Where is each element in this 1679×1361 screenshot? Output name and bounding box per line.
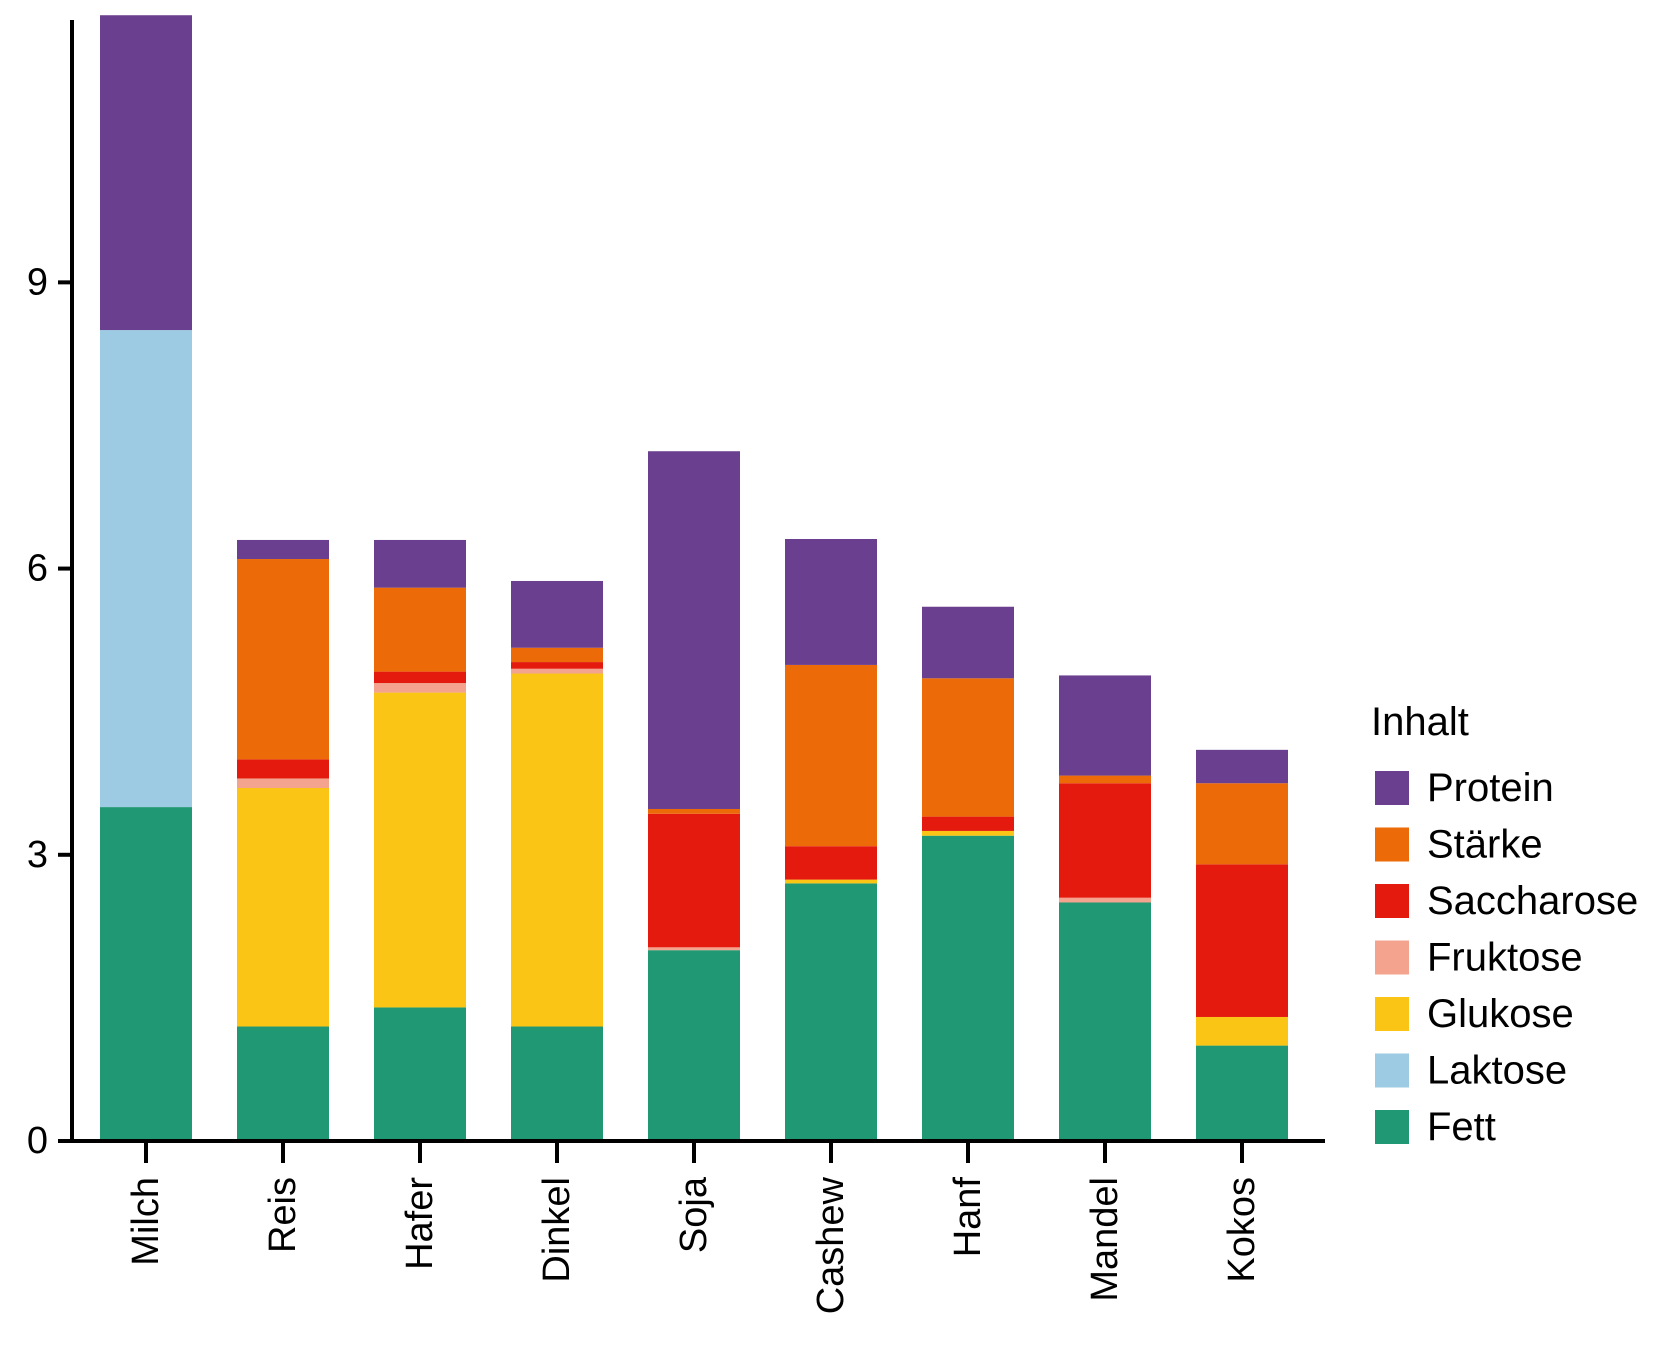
bar-segment-kokos-protein (1196, 749, 1288, 784)
bar-segment-reis-fett (237, 1026, 329, 1141)
legend-swatch (1375, 1053, 1409, 1088)
x-category-label: Dinkel (536, 1177, 578, 1283)
bar-segment-dinkel-fett (511, 1026, 603, 1141)
bar-segment-soja-fett (648, 950, 740, 1141)
bar-segment-reis-protein (237, 539, 329, 560)
legend-label: Fett (1427, 1105, 1496, 1149)
x-category-label: Mandel (1084, 1177, 1126, 1302)
bar-segment-reis-glukose (237, 788, 329, 1027)
legend: Inhalt Protein Stärke Saccharose Fruktose Glu… (1371, 700, 1638, 1149)
bar-segment-soja-saccharose (648, 813, 740, 948)
bar-segment-mandel-fett (1059, 902, 1151, 1141)
legend-entry-saccharose: Saccharose (1375, 879, 1638, 923)
bar-segment-cashew-saccharose (785, 846, 877, 880)
bar-segment-mandel-protein (1059, 675, 1151, 776)
legend-swatch (1375, 940, 1409, 975)
bar-segment-milch-laktose (100, 330, 192, 808)
bar-segment-milch-protein (100, 15, 192, 331)
bar-segment-hanf-fett (922, 835, 1014, 1141)
x-category-label: Hanf (947, 1177, 989, 1258)
legend-label: Stärke (1427, 823, 1543, 867)
bar-segment-hanf-glukose (922, 830, 1014, 836)
bar-segment-cashew-glukose (785, 879, 877, 884)
bar-segment-dinkel-fruktose (511, 668, 603, 674)
y-tick-label: 3 (27, 834, 48, 876)
bar-segment-hanf-stärke (922, 678, 1014, 817)
legend-label: Saccharose (1427, 879, 1638, 923)
bar-segment-cashew-protein (785, 538, 877, 665)
y-tick-label: 6 (27, 548, 48, 590)
bar-segment-hafer-fruktose (374, 683, 466, 693)
legend-label: Laktose (1427, 1049, 1567, 1093)
legend-entry-protein: Protein (1375, 766, 1554, 810)
bar-segment-reis-saccharose (237, 759, 329, 779)
bar-segment-cashew-stärke (785, 664, 877, 847)
bar-segment-kokos-saccharose (1196, 864, 1288, 1017)
bar-segment-soja-protein (648, 451, 740, 809)
bar-segment-hafer-saccharose (374, 671, 466, 684)
bar-segment-dinkel-protein (511, 580, 603, 648)
bar-segment-reis-fruktose (237, 778, 329, 789)
legend-swatch (1375, 771, 1409, 805)
bar-segment-soja-stärke (648, 808, 740, 814)
bar-segment-kokos-fett (1196, 1045, 1288, 1141)
legend-swatch (1375, 884, 1409, 918)
bar-segment-cashew-fett (785, 883, 877, 1141)
legend-swatch (1375, 827, 1409, 862)
x-category-label: Cashew (810, 1176, 852, 1314)
legend-entry-laktose: Laktose (1375, 1049, 1567, 1093)
bar-segment-kokos-glukose (1196, 1016, 1288, 1046)
legend-swatch (1375, 997, 1409, 1031)
bar-segment-mandel-stärke (1059, 775, 1151, 784)
bar-segment-hafer-protein (374, 539, 466, 588)
bar-segment-hanf-saccharose (922, 816, 1014, 831)
bar-segment-hafer-glukose (374, 692, 466, 1008)
x-category-label: Kokos (1221, 1177, 1263, 1283)
bar-segment-dinkel-saccharose (511, 662, 603, 669)
legend-label: Glukose (1427, 992, 1574, 1036)
legend-entry-fruktose: Fruktose (1375, 936, 1583, 980)
axes-group: 0 3 6 9 Milch Reis Hafer Dinkel Soja Cashew Hanf Ma… (27, 20, 1325, 1314)
bars-group (100, 15, 1288, 1141)
bar-segment-hanf-protein (922, 606, 1014, 679)
legend-entry-stärke: Stärke (1375, 823, 1543, 867)
legend-title: Inhalt (1371, 700, 1469, 744)
y-tick-label: 0 (27, 1120, 48, 1162)
legend-swatch (1375, 1110, 1409, 1144)
bar-segment-soja-fruktose (648, 947, 740, 951)
bar-segment-kokos-stärke (1196, 783, 1288, 865)
x-category-label: Hafer (399, 1177, 441, 1270)
bar-segment-dinkel-glukose (511, 673, 603, 1027)
bar-segment-milch-fett (100, 807, 192, 1141)
legend-label: Fruktose (1427, 936, 1583, 980)
legend-entry-fett: Fett (1375, 1105, 1496, 1149)
bar-segment-hafer-fett (374, 1007, 466, 1141)
bar-segment-reis-stärke (237, 559, 329, 760)
legend-label: Protein (1427, 766, 1554, 810)
x-category-label: Milch (125, 1177, 167, 1266)
x-category-label: Soja (673, 1176, 715, 1253)
bar-segment-mandel-saccharose (1059, 783, 1151, 898)
bar-segment-hafer-stärke (374, 587, 466, 672)
bar-segment-dinkel-stärke (511, 647, 603, 663)
legend-entry-glukose: Glukose (1375, 992, 1574, 1036)
y-tick-label: 9 (27, 261, 48, 303)
x-category-label: Reis (262, 1177, 304, 1253)
bar-segment-mandel-fruktose (1059, 897, 1151, 903)
